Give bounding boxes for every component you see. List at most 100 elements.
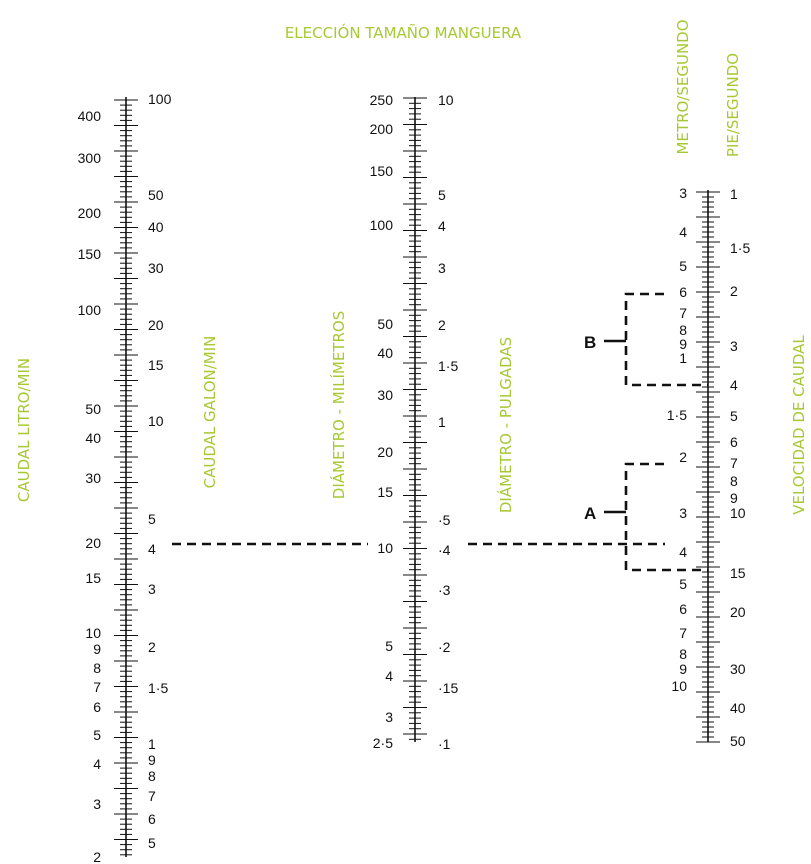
tick-label-litro-7: 7	[93, 679, 101, 695]
tick-label-mm-250: 250	[370, 92, 394, 108]
tick-label-galon-0-9: 9	[148, 752, 156, 768]
tick-label-galon-0-5: 5	[148, 835, 156, 851]
minor-ticks	[114, 97, 720, 856]
scale-metro-segundo: 3 4 5 6 7 8 9 1 1·5 2 3 4 5 6 7 8 9 10	[667, 185, 687, 694]
tick-label-galon-0-8: 8	[148, 768, 156, 784]
tick-label-mm-20: 20	[377, 444, 393, 460]
tick-label-litro-8: 8	[93, 660, 101, 676]
tick-label-galon-3: 3	[148, 581, 156, 597]
example-a-bracket	[604, 462, 708, 572]
tick-label-fs-9: 9	[730, 490, 738, 506]
tick-label-in-0-4: ·4	[438, 542, 451, 558]
tick-label-galon-1: 1	[148, 736, 156, 752]
tick-label-litro-2: 2	[93, 849, 101, 864]
tick-label-mm-3: 3	[385, 709, 393, 725]
tick-label-galon-4: 4	[148, 541, 156, 557]
tick-label-mm-15: 15	[377, 484, 393, 500]
axis-title-pie-segundo: PIE/SEGUNDO	[724, 53, 742, 157]
tick-label-litro-30: 30	[85, 470, 101, 486]
tick-label-fs-1-5: 1·5	[730, 240, 750, 256]
tick-label-litro-6: 6	[93, 699, 101, 715]
tick-label-in-0-5: ·5	[438, 512, 451, 528]
axis-title-caudal-litro: CAUDAL LITRO/MIN	[15, 358, 33, 502]
axis-title-velocidad: VELOCIDAD DE CAUDAL	[790, 335, 808, 515]
tick-label-fs-30: 30	[730, 661, 746, 677]
tick-label-litro-400: 400	[78, 108, 102, 124]
tick-label-ms-9: 9	[679, 336, 687, 352]
tick-label-in-1: 1	[438, 414, 446, 430]
tick-label-litro-50: 50	[85, 401, 101, 417]
scale-diametro-in: 10 5 4 3 2 1·5 1 ·5 ·4 ·3 ·2 ·15 ·1	[438, 92, 458, 752]
tick-label-ms-5b: 5	[679, 576, 687, 592]
tick-label-ms-4b: 4	[679, 544, 687, 560]
tick-label-fs-6: 6	[730, 434, 738, 450]
tick-label-fs-4: 4	[730, 377, 738, 393]
tick-label-galon-20: 20	[148, 317, 164, 333]
tick-label-ms-6b: 6	[679, 601, 687, 617]
tick-label-galon-30: 30	[148, 260, 164, 276]
tick-label-fs-50: 50	[730, 733, 746, 749]
tick-label-ms-2: 2	[679, 449, 687, 465]
tick-label-litro-150: 150	[78, 246, 102, 262]
tick-label-litro-15: 15	[85, 570, 101, 586]
tick-label-ms-7: 7	[679, 305, 687, 321]
tick-label-galon-50: 50	[148, 187, 164, 203]
tick-label-fs-5: 5	[730, 408, 738, 424]
tick-label-litro-5: 5	[93, 727, 101, 743]
tick-label-mm-4: 4	[385, 668, 393, 684]
tick-label-fs-15: 15	[730, 565, 746, 581]
tick-label-litro-100: 100	[78, 302, 102, 318]
tick-label-mm-50: 50	[377, 316, 393, 332]
tick-label-ms-1-5: 1·5	[667, 407, 687, 423]
tick-label-ms-6: 6	[679, 284, 687, 300]
tick-label-litro-20: 20	[85, 535, 101, 551]
tick-label-ms-9b: 9	[679, 661, 687, 677]
tick-label-ms-7b: 7	[679, 625, 687, 641]
tick-label-mm-40: 40	[377, 345, 393, 361]
example-b-bracket	[604, 292, 708, 387]
tick-label-litro-40: 40	[85, 430, 101, 446]
example-b-label: B	[584, 333, 596, 352]
tick-label-litro-10: 10	[85, 625, 101, 641]
example-a-label: A	[584, 504, 596, 523]
axis-title-diametro-in: DIÁMETRO - PULGADAS	[496, 337, 515, 513]
tick-label-fs-40: 40	[730, 700, 746, 716]
tick-label-ms-3: 3	[679, 185, 687, 201]
tick-label-ms-8: 8	[679, 322, 687, 338]
tick-label-fs-1: 1	[730, 186, 738, 202]
tick-label-fs-3: 3	[730, 338, 738, 354]
tick-label-mm-10: 10	[377, 540, 393, 556]
tick-label-litro-9: 9	[93, 641, 101, 657]
tick-label-litro-3: 3	[93, 796, 101, 812]
tick-label-fs-20: 20	[730, 604, 746, 620]
tick-label-galon-1-5: 1·5	[148, 680, 168, 696]
axis-title-metro-segundo: METRO/SEGUNDO	[674, 19, 692, 154]
axis-title-diametro-mm: DIÁMETRO - MILÍMETROS	[329, 311, 348, 499]
tick-label-ms-4: 4	[679, 224, 687, 240]
tick-label-galon-15: 15	[148, 357, 164, 373]
tick-label-galon-100: 100	[148, 91, 172, 107]
tick-label-ms-1: 1	[679, 350, 687, 366]
scale-pie-segundo: 1 1·5 2 3 4 5 6 7 8 9 10 15 20 30 40 50	[730, 186, 750, 749]
tick-label-mm-5: 5	[385, 638, 393, 654]
tick-label-ms-8b: 8	[679, 646, 687, 662]
tick-label-mm-200: 200	[370, 121, 394, 137]
tick-label-galon-10: 10	[148, 413, 164, 429]
tick-label-in-2: 2	[438, 317, 446, 333]
scale-caudal-galon: 100 50 40 30 20 15 10 5 4 3 2 1·5 1 9 8 …	[148, 91, 172, 851]
tick-label-litro-4: 4	[93, 756, 101, 772]
tick-label-in-3: 3	[438, 260, 446, 276]
tick-label-fs-8: 8	[730, 473, 738, 489]
chart-title: ELECCIÓN TAMAÑO MANGUERA	[285, 23, 522, 42]
tick-label-in-4: 4	[438, 218, 446, 234]
tick-label-mm-150: 150	[370, 163, 394, 179]
tick-label-ms-5: 5	[679, 258, 687, 274]
tick-label-in-0-2: ·2	[438, 639, 451, 655]
tick-label-mm-2-5: 2·5	[373, 735, 393, 751]
tick-label-litro-300: 300	[78, 150, 102, 166]
axis-title-caudal-galon: CAUDAL GALON/MIN	[201, 336, 219, 489]
tick-label-in-1-5: 1·5	[438, 358, 458, 374]
tick-label-galon-5: 5	[148, 511, 156, 527]
